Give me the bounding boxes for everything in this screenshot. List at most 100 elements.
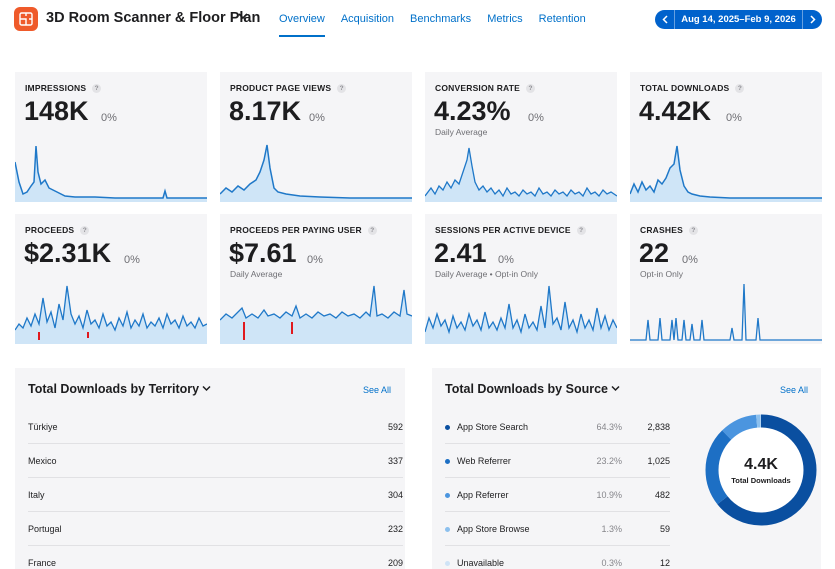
tab-overview[interactable]: Overview (279, 0, 325, 38)
source-value: 12 (659, 558, 670, 568)
metric-value: 8.17K (229, 96, 302, 126)
territory-value: 209 (387, 558, 403, 568)
metric-value: 148K (24, 96, 89, 126)
metric-change: 0% (498, 254, 514, 266)
territory-panel-title[interactable]: Total Downloads by Territory (28, 382, 211, 396)
chevron-down-icon[interactable] (238, 12, 248, 20)
source-row[interactable]: Web Referrer 23.2% 1,025 (445, 444, 670, 478)
territory-panel: Total Downloads by Territory See All Tür… (15, 368, 405, 569)
source-value: 482 (654, 490, 670, 500)
help-icon[interactable]: ? (92, 84, 102, 93)
metric-card-proceeds-per-paying-user[interactable]: PROCEEDS PER PAYING USER? $7.61 0% Daily… (220, 214, 412, 344)
help-icon[interactable]: ? (576, 226, 586, 235)
donut-total-value: 4.4K (744, 455, 778, 473)
source-row[interactable]: App Store Browse 1.3% 59 (445, 512, 670, 546)
source-value: 1,025 (647, 456, 670, 466)
territory-name: Mexico (28, 456, 57, 466)
territory-value: 304 (387, 490, 403, 500)
metric-card-proceeds[interactable]: PROCEEDS? $2.31K 0% (15, 214, 207, 344)
metric-value: $2.31K (24, 238, 112, 268)
territory-row[interactable]: Portugal 232 (28, 512, 403, 546)
metric-card-crashes[interactable]: CRASHES? 22 0% Opt-in Only (630, 214, 822, 344)
help-icon[interactable]: ? (735, 84, 745, 93)
metric-card-total-downloads[interactable]: TOTAL DOWNLOADS? 4.42K 0% (630, 72, 822, 202)
territory-row[interactable]: Türkiye 592 (28, 410, 403, 444)
metric-title: PROCEEDS PER PAYING USER? (230, 225, 377, 235)
metric-title-text: SESSIONS PER ACTIVE DEVICE (435, 225, 571, 235)
source-value: 59 (659, 524, 670, 534)
metric-value: $7.61 (229, 238, 297, 268)
metric-change: 0% (682, 254, 698, 266)
metric-subtitle: Daily Average (230, 269, 283, 279)
legend-dot (445, 527, 450, 532)
source-see-all-link[interactable]: See All (780, 385, 809, 395)
metric-title-text: CRASHES (640, 225, 683, 235)
territory-row[interactable]: Italy 304 (28, 478, 403, 512)
proceeds-per-paying-user-sparkline (220, 285, 412, 344)
help-icon[interactable]: ? (688, 226, 698, 235)
metric-change: 0% (101, 112, 117, 124)
date-range-label[interactable]: Aug 14, 2025–Feb 9, 2026 (681, 14, 796, 25)
source-panel-title[interactable]: Total Downloads by Source (445, 382, 620, 396)
territory-name: Italy (28, 490, 45, 500)
metric-title: CRASHES? (640, 225, 698, 235)
help-icon[interactable]: ? (526, 84, 536, 93)
metric-card-sessions-per-active-device[interactable]: SESSIONS PER ACTIVE DEVICE? 2.41 0% Dail… (425, 214, 617, 344)
help-icon[interactable]: ? (367, 226, 377, 235)
territory-title-text: Total Downloads by Territory (28, 382, 200, 396)
chevron-left-icon (661, 15, 668, 24)
sessions-per-active-device-sparkline (425, 285, 617, 344)
chevron-right-icon (809, 15, 816, 24)
source-name: App Store Search (457, 422, 529, 432)
metric-title: PROCEEDS? (25, 225, 90, 235)
app-title[interactable]: 3D Room Scanner & Floor Plan (46, 10, 261, 26)
help-icon[interactable]: ? (80, 226, 90, 235)
territory-see-all-link[interactable]: See All (363, 385, 392, 395)
tab-acquisition[interactable]: Acquisition (340, 13, 395, 25)
donut-segment-web-referrer (705, 414, 817, 526)
legend-dot (445, 561, 450, 566)
tab-metrics[interactable]: Metrics (487, 13, 523, 25)
territory-row[interactable]: France 209 (28, 546, 403, 569)
territory-name: Portugal (28, 524, 62, 534)
floor-plan-app-icon[interactable] (14, 7, 38, 31)
metric-title: CONVERSION RATE? (435, 83, 536, 93)
metric-subtitle: Opt-in Only (640, 269, 683, 279)
total-downloads-sparkline (630, 145, 822, 202)
territory-name: Türkiye (28, 422, 58, 432)
help-icon[interactable]: ? (337, 84, 347, 93)
source-row[interactable]: App Store Search 64.3% 2,838 (445, 410, 670, 444)
product-page-views-sparkline (220, 144, 412, 202)
territory-value: 592 (387, 422, 403, 432)
metric-subtitle: Daily Average (435, 127, 488, 137)
source-name: App Store Browse (457, 524, 530, 534)
source-row[interactable]: Unavailable 0.3% 12 (445, 546, 670, 569)
source-percent: 10.9% (596, 490, 622, 500)
impressions-sparkline (15, 145, 207, 202)
metric-card-conversion-rate[interactable]: CONVERSION RATE? 4.23% 0% Daily Average (425, 72, 617, 202)
source-name: Web Referrer (457, 456, 511, 466)
tab-benchmarks[interactable]: Benchmarks (410, 13, 472, 25)
metric-title: TOTAL DOWNLOADS? (640, 83, 745, 93)
tab-retention[interactable]: Retention (538, 13, 586, 25)
metric-change: 0% (726, 112, 742, 124)
source-row[interactable]: App Referrer 10.9% 482 (445, 478, 670, 512)
metric-card-product-page-views[interactable]: PRODUCT PAGE VIEWS? 8.17K 0% (220, 72, 412, 202)
metric-title: PRODUCT PAGE VIEWS? (230, 83, 347, 93)
source-title-text: Total Downloads by Source (445, 382, 608, 396)
next-period-button[interactable] (802, 10, 822, 29)
proceeds-sparkline (15, 285, 207, 344)
metric-change: 0% (124, 254, 140, 266)
source-percent: 23.2% (596, 456, 622, 466)
previous-period-button[interactable] (655, 10, 675, 29)
metric-title-text: TOTAL DOWNLOADS (640, 83, 730, 93)
section-tabs: Overview Acquisition Benchmarks Metrics … (279, 0, 602, 38)
metric-value: 2.41 (434, 238, 487, 268)
territory-row[interactable]: Mexico 337 (28, 444, 403, 478)
downloads-by-source-donut (705, 414, 817, 526)
chevron-down-icon (611, 385, 620, 392)
metric-card-impressions[interactable]: IMPRESSIONS? 148K 0% (15, 72, 207, 202)
metric-subtitle: Daily Average • Opt-in Only (435, 269, 538, 279)
source-panel: Total Downloads by Source See All App St… (432, 368, 821, 569)
donut-total-label: Total Downloads (731, 475, 791, 485)
